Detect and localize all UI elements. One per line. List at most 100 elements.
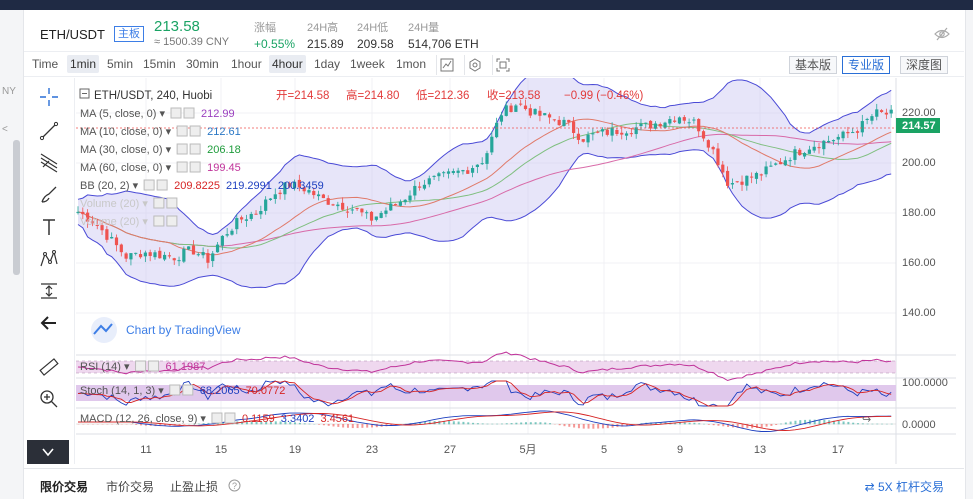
macd-bar: [255, 421, 258, 425]
macd-bar: [823, 419, 826, 425]
macd-bar: [861, 423, 864, 425]
crosshair-tool[interactable]: [38, 86, 60, 108]
candle-body: [687, 122, 691, 124]
pattern-tool[interactable]: [38, 248, 60, 270]
macd-bar: [168, 424, 171, 426]
tab-stop-order[interactable]: 止盈止损: [170, 480, 219, 494]
more-tools-button[interactable]: [27, 440, 69, 464]
candle-body: [403, 199, 407, 203]
right-scroll-strip: [965, 10, 973, 499]
close-icon: [189, 143, 201, 155]
indicator-value: 199.45: [207, 162, 241, 174]
timeframe-1week[interactable]: 1week: [350, 57, 385, 71]
candle-body: [134, 252, 138, 254]
settings-button[interactable]: [464, 55, 484, 75]
macd-bar: [727, 424, 730, 427]
back-tool[interactable]: [38, 312, 60, 334]
candle-body: [249, 213, 253, 219]
pair-name[interactable]: ETH/USDT: [40, 27, 105, 42]
candle-body: [288, 183, 292, 187]
stat-high: 24H高 215.89: [307, 19, 344, 51]
timeframe-time[interactable]: Time: [32, 57, 59, 71]
time-tick: 9: [677, 444, 683, 456]
ruler-tool[interactable]: [38, 356, 60, 378]
tab-market-order[interactable]: 市价交易: [106, 480, 155, 494]
measure-tool[interactable]: [38, 280, 60, 302]
macd-bar: [318, 424, 321, 425]
settings-icon: [143, 179, 155, 191]
timeframe-1mon[interactable]: 1mon: [396, 57, 427, 71]
chart-type-button[interactable]: [436, 55, 456, 75]
chart-line-icon: [440, 58, 453, 72]
chart-area[interactable]: 220.00 200.00 180.00 160.00 140.00 214.5…: [76, 66, 956, 464]
settings-icon: [176, 143, 188, 155]
fullscreen-button[interactable]: [492, 55, 512, 75]
timeframe-4hour[interactable]: 4hour: [269, 55, 306, 73]
indicator-value: 68.2065: [200, 385, 240, 397]
macd-bar: [351, 424, 354, 429]
timeframe-15min[interactable]: 15min: [143, 57, 176, 71]
stat-change: 涨幅 +0.55%: [254, 19, 295, 51]
macd-bar: [813, 419, 816, 425]
zoom-tool[interactable]: [38, 388, 60, 410]
help-icon[interactable]: ?: [228, 479, 241, 492]
candle-body: [730, 183, 734, 185]
last-price: 213.58: [154, 18, 200, 35]
candle-body: [268, 198, 273, 200]
timeframe-1min[interactable]: 1min: [67, 55, 100, 73]
candle-body: [552, 119, 556, 121]
timeframe-5min[interactable]: 5min: [107, 57, 134, 71]
bollinger-lower: [77, 149, 892, 289]
candle-body: [316, 194, 321, 197]
candle-body: [543, 113, 547, 116]
close-icon: [166, 197, 178, 209]
candle-body: [124, 253, 128, 259]
text-tool[interactable]: [38, 216, 60, 238]
indicator-name: MACD (12, 26, close, 9) ▾: [80, 413, 206, 425]
candle-body: [711, 147, 715, 150]
chart-change: −0.99 (−0.46%): [564, 90, 643, 102]
sidebar-scrollbar[interactable]: [13, 140, 20, 275]
version-basic-button[interactable]: 基本版: [789, 56, 838, 74]
chart-symbol: ETH/USDT, 240, Huobi: [94, 90, 212, 102]
macd-bar: [693, 422, 696, 425]
candle-body: [860, 121, 864, 133]
time-tick: 5月: [519, 444, 536, 456]
depth-chart-button[interactable]: 深度图: [900, 56, 949, 74]
timeframe-1day[interactable]: 1day: [314, 57, 341, 71]
indicator-value: 3.4561: [320, 413, 354, 425]
trendline-tool[interactable]: [38, 120, 60, 142]
candle-body: [211, 253, 215, 262]
timeframe-30min[interactable]: 30min: [186, 57, 219, 71]
candle-body: [735, 181, 739, 183]
version-pro-button[interactable]: 专业版: [842, 56, 891, 74]
macd-bar: [515, 422, 518, 425]
chart-toolbar: Time 1min 5min 15min 30min 1hour 4hour 1…: [24, 53, 964, 77]
macd-bar: [472, 422, 475, 425]
leverage-link[interactable]: ⇄ 5X 杠杆交易: [865, 478, 944, 495]
tab-limit-order[interactable]: 限价交易: [40, 480, 89, 494]
candle-body: [851, 132, 855, 134]
candle-body: [321, 194, 325, 199]
macd-bar: [794, 420, 797, 425]
candle-body: [523, 105, 528, 110]
eye-off-icon[interactable]: [934, 26, 950, 42]
macd-bar: [659, 422, 662, 425]
fib-tool[interactable]: [38, 152, 60, 174]
candle-body: [259, 210, 263, 215]
macd-bar: [337, 424, 340, 427]
price-tick: 220.00: [902, 107, 936, 119]
macd-bar: [164, 424, 167, 426]
macd-bar: [496, 423, 499, 425]
macd-bar: [755, 424, 758, 428]
brush-tool[interactable]: [38, 184, 60, 206]
candle-body: [600, 129, 605, 132]
candle-body: [649, 120, 653, 129]
timeframe-1hour[interactable]: 1hour: [231, 57, 262, 71]
candle-body: [485, 153, 489, 164]
price-tick: 140.00: [902, 307, 936, 319]
candle-body: [158, 250, 162, 259]
macd-bar: [539, 422, 542, 425]
price-chart[interactable]: 220.00 200.00 180.00 160.00 140.00 214.5…: [76, 66, 956, 464]
candle-body: [138, 254, 143, 258]
